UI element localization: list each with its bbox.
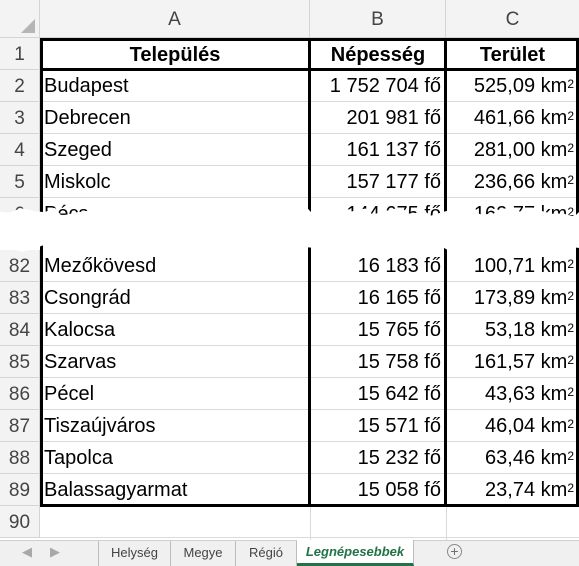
area-value: 46,04 km <box>485 415 568 437</box>
area-cell[interactable]: 100,71 km2 <box>446 250 579 282</box>
population-cell[interactable]: 15 758 fő <box>357 351 441 373</box>
area-value: 43,63 km <box>485 383 568 405</box>
area-value: 525,09 km <box>473 75 568 97</box>
tab-megye[interactable]: Megye <box>171 541 236 566</box>
tab-helyseg[interactable]: Helység <box>98 541 171 566</box>
city-cell[interactable]: Tiszaújváros <box>44 415 156 437</box>
table-border-right <box>576 38 579 506</box>
area-value: 281,00 km <box>473 139 568 161</box>
sheet-tab-bar: ◀ ▶ Helység Megye Régió Legnépesebbek + <box>0 540 579 566</box>
area-unit-superscript: 2 <box>567 205 574 219</box>
area-unit-superscript: 2 <box>567 321 574 335</box>
area-value: 53,18 km <box>485 319 568 341</box>
area-unit-superscript: 2 <box>567 173 574 187</box>
city-cell[interactable]: Mezőkövesd <box>44 255 157 277</box>
table-border-col-b <box>308 38 311 506</box>
spreadsheet-grid[interactable]: A B C 1 Település Népesség Terület 2 Budapest… <box>0 0 579 540</box>
header-nepesseg[interactable]: Népesség <box>330 44 426 66</box>
area-value: 161,57 km <box>473 351 568 373</box>
population-cell[interactable]: 16 165 fő <box>357 287 441 309</box>
area-value: 100,71 km <box>473 255 568 277</box>
area-unit-superscript: 2 <box>567 353 574 367</box>
area-cell[interactable]: 461,66 km2 <box>446 102 579 134</box>
row-header[interactable]: 88 <box>0 442 40 474</box>
population-cell[interactable]: 201 981 fő <box>346 107 441 129</box>
header-terulet[interactable]: Terület <box>479 44 546 66</box>
area-unit-superscript: 2 <box>567 289 574 303</box>
tab-legnepesebbek[interactable]: Legnépesebbek <box>297 540 414 566</box>
area-cell[interactable]: 23,74 km2 <box>446 474 579 506</box>
city-cell[interactable]: Budapest <box>44 75 129 97</box>
tab-regio[interactable]: Régió <box>236 541 297 566</box>
area-unit-superscript: 2 <box>567 77 574 91</box>
torn-paper-separator <box>0 207 579 253</box>
area-cell[interactable]: 236,66 km2 <box>446 166 579 198</box>
area-value: 63,46 km <box>485 447 568 469</box>
row-header[interactable]: 85 <box>0 346 40 378</box>
plus-circle-icon[interactable]: + <box>447 544 462 559</box>
city-cell[interactable]: Pécel <box>44 383 95 405</box>
population-cell[interactable]: 161 137 fő <box>346 139 441 161</box>
population-cell[interactable]: 1 752 704 fő <box>329 75 441 97</box>
area-unit-superscript: 2 <box>567 417 574 431</box>
area-cell[interactable]: 63,46 km2 <box>446 442 579 474</box>
select-all-triangle-icon <box>21 19 35 33</box>
row-header[interactable]: 82 <box>0 250 40 282</box>
area-cell[interactable]: 53,18 km2 <box>446 314 579 346</box>
area-unit-superscript: 2 <box>567 257 574 271</box>
area-value: 461,66 km <box>473 107 568 129</box>
population-cell[interactable]: 16 183 fő <box>357 255 441 277</box>
chevron-left-icon[interactable]: ◀ <box>22 544 32 559</box>
column-header-c[interactable]: C <box>446 0 579 38</box>
row-header[interactable]: 87 <box>0 410 40 442</box>
row-header[interactable]: 84 <box>0 314 40 346</box>
area-unit-superscript: 2 <box>567 385 574 399</box>
city-cell[interactable]: Szeged <box>44 139 112 161</box>
city-cell[interactable]: Debrecen <box>44 107 131 129</box>
area-unit-superscript: 2 <box>567 449 574 463</box>
area-cell[interactable]: 46,04 km2 <box>446 410 579 442</box>
city-cell[interactable]: Tapolca <box>44 447 113 469</box>
column-header-a[interactable]: A <box>40 0 310 38</box>
area-unit-superscript: 2 <box>567 109 574 123</box>
row-gridline <box>40 537 579 538</box>
population-cell[interactable]: 15 232 fő <box>357 447 441 469</box>
population-cell[interactable]: 15 058 fő <box>357 479 441 501</box>
row-header[interactable]: 4 <box>0 134 40 166</box>
area-cell[interactable]: 525,09 km2 <box>446 70 579 102</box>
row-header[interactable]: 3 <box>0 102 40 134</box>
row-header[interactable]: 5 <box>0 166 40 198</box>
city-cell[interactable]: Kalocsa <box>44 319 116 341</box>
select-all-corner[interactable] <box>0 0 40 38</box>
row-header[interactable]: 83 <box>0 282 40 314</box>
row-header[interactable]: 90 <box>0 506 40 538</box>
area-cell[interactable]: 161,57 km2 <box>446 346 579 378</box>
column-header-b[interactable]: B <box>310 0 446 38</box>
row-header[interactable]: 86 <box>0 378 40 410</box>
area-value: 173,89 km <box>473 287 568 309</box>
table-border-left <box>40 38 43 506</box>
table-border-col-c <box>444 38 447 506</box>
population-cell[interactable]: 15 642 fő <box>357 383 441 405</box>
row-header[interactable]: 2 <box>0 70 40 102</box>
row-header[interactable]: 89 <box>0 474 40 506</box>
city-cell[interactable]: Miskolc <box>44 171 111 193</box>
area-cell[interactable]: 281,00 km2 <box>446 134 579 166</box>
population-cell[interactable]: 15 765 fő <box>357 319 441 341</box>
city-cell[interactable]: Szarvas <box>44 351 117 373</box>
header-telepules[interactable]: Település <box>129 44 221 66</box>
city-cell[interactable]: Csongrád <box>44 287 131 309</box>
row-header[interactable]: 1 <box>0 38 40 70</box>
area-value: 23,74 km <box>485 479 568 501</box>
area-cell[interactable]: 173,89 km2 <box>446 282 579 314</box>
area-cell[interactable]: 43,63 km2 <box>446 378 579 410</box>
area-value: 236,66 km <box>473 171 568 193</box>
population-cell[interactable]: 157 177 fő <box>346 171 441 193</box>
area-unit-superscript: 2 <box>567 141 574 155</box>
area-unit-superscript: 2 <box>567 481 574 495</box>
chevron-right-icon[interactable]: ▶ <box>50 544 60 559</box>
tear-gap <box>0 207 579 253</box>
population-cell[interactable]: 15 571 fő <box>357 415 441 437</box>
city-cell[interactable]: Balassagyarmat <box>44 479 188 501</box>
